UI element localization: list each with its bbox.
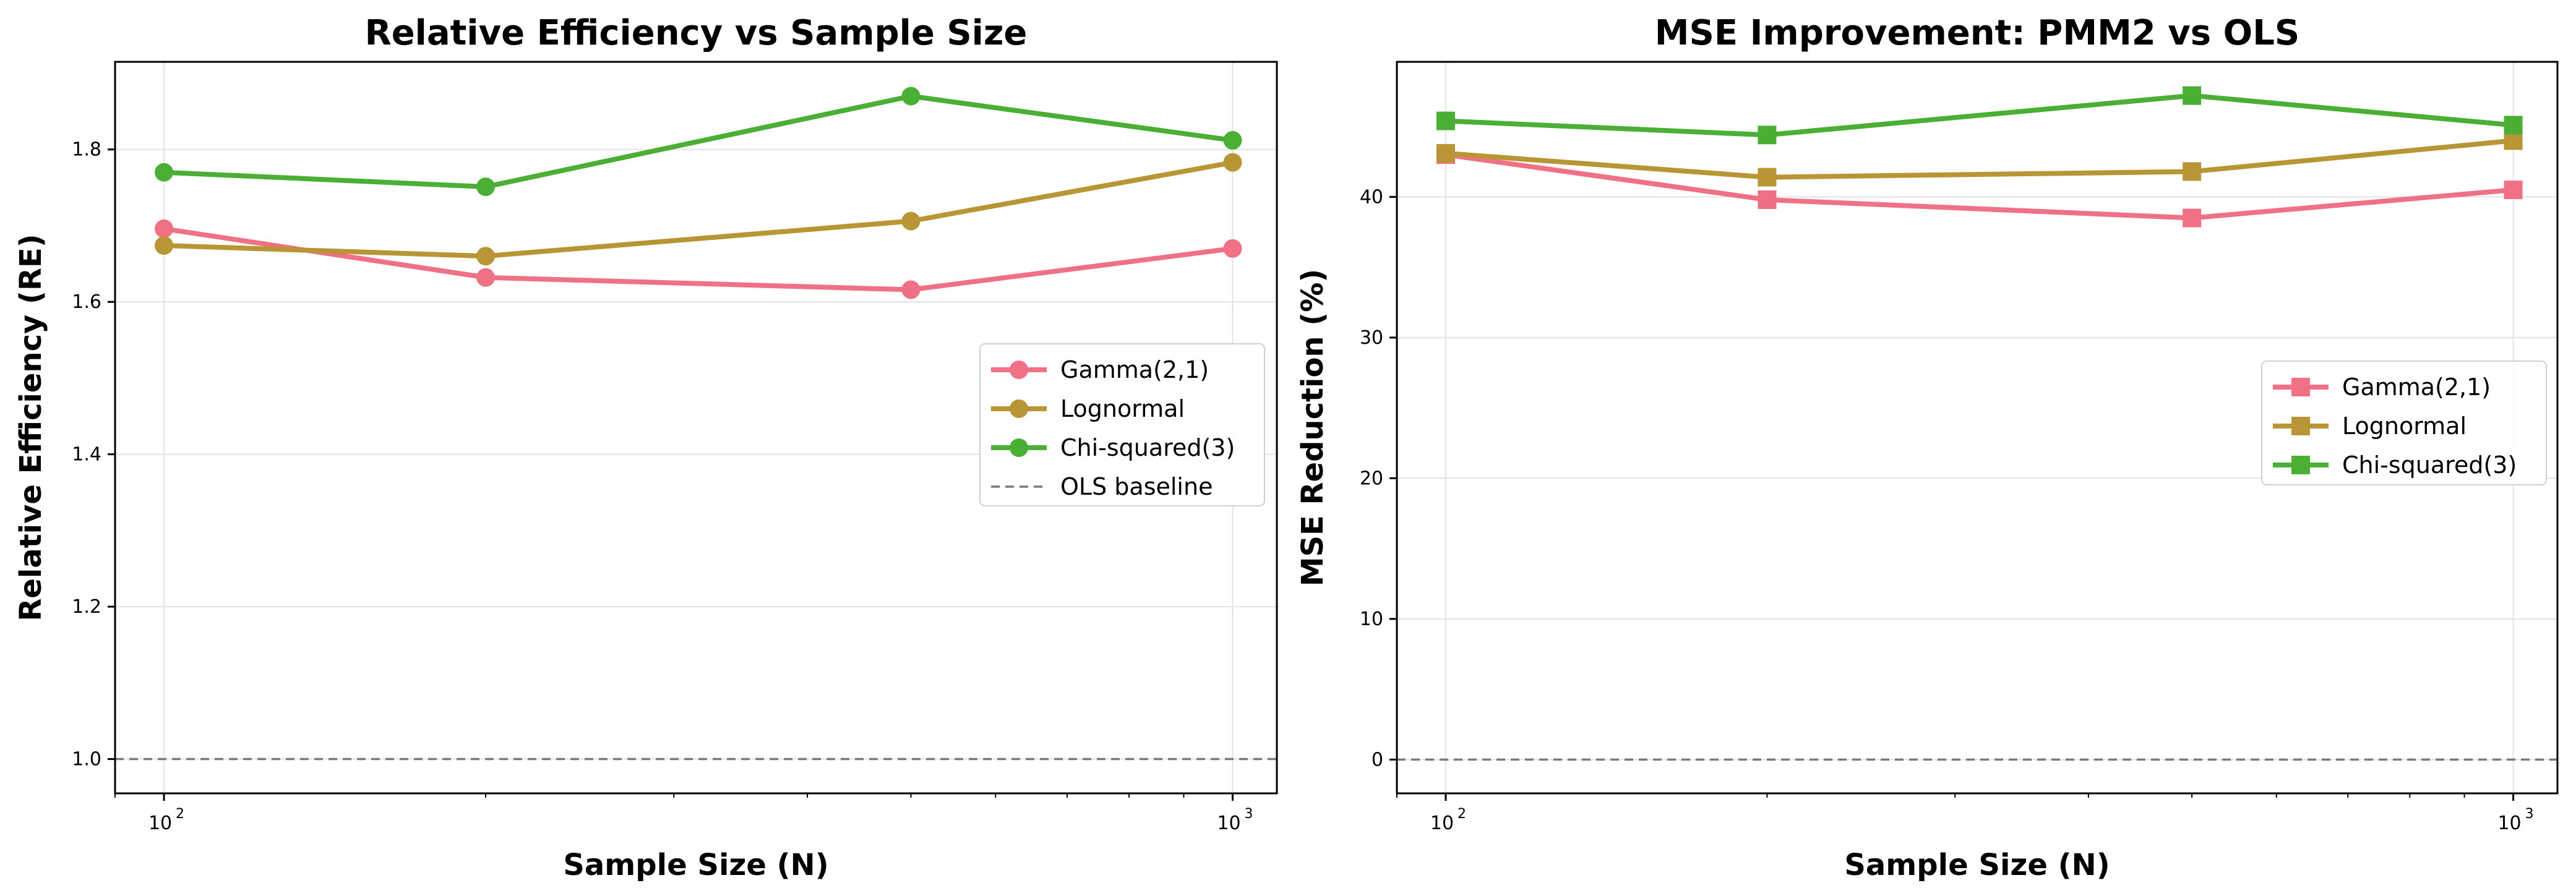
y-axis-label: MSE Reduction (%) [1295, 269, 1330, 587]
x-axis-label: Sample Size (N) [1844, 848, 2110, 882]
y-tick-label: 20 [1360, 467, 1383, 489]
legend: Gamma(2,1) Lognormal Chi-squared(3) OLS bas… [979, 343, 1265, 506]
data-point-lognormal [2504, 131, 2523, 150]
plot-frame [1396, 61, 2559, 795]
data-point-lognormal [2183, 162, 2202, 181]
data-point-chi-squared-3 [476, 177, 496, 197]
series-line-chi-squared-3 [1443, 93, 2516, 138]
data-point-chi-squared-3 [1758, 126, 1777, 145]
legend-marker-chi-squared-3 [2291, 456, 2310, 474]
x-axis-label: Sample Size (N) [563, 848, 828, 882]
legend-marker-gamma-2-1 [2291, 378, 2310, 396]
y-tick-label: 10 [1360, 608, 1383, 630]
data-point-gamma-2-1 [476, 268, 496, 287]
series-line-chi-squared-3 [161, 93, 1235, 190]
series-line-lognormal [1443, 138, 2516, 180]
data-point-lognormal [1436, 143, 1455, 163]
legend-label-gamma-2-1: Gamma(2,1) [2342, 373, 2491, 401]
legend-label-chi-squared-3: Chi-squared(3) [2342, 451, 2517, 479]
data-point-gamma-2-1 [155, 219, 174, 238]
x-tick-label: 10 [1217, 813, 1240, 834]
data-point-gamma-2-1 [901, 280, 921, 299]
x-tick-label: 10 [1430, 813, 1454, 834]
legend-marker-lognormal [1010, 399, 1028, 418]
data-point-chi-squared-3 [2183, 86, 2202, 105]
data-point-lognormal [901, 211, 921, 231]
data-point-chi-squared-3 [901, 87, 921, 106]
x-tick-label-exponent: 3 [1244, 806, 1253, 822]
legend-box [979, 343, 1265, 506]
data-point-gamma-2-1 [1223, 239, 1242, 258]
legend-label-chi-squared-3: Chi-squared(3) [1060, 434, 1235, 461]
data-point-gamma-2-1 [2183, 208, 2202, 228]
data-point-gamma-2-1 [2504, 181, 2523, 200]
chart-title: MSE Improvement: PMM2 vs OLS [1655, 13, 2299, 53]
y-tick-label: 1.8 [72, 139, 101, 161]
x-tick-label-exponent: 3 [2525, 806, 2534, 822]
legend-box [2261, 361, 2547, 485]
legend-marker-lognormal [2291, 417, 2310, 435]
y-tick-label: 40 [1360, 186, 1383, 208]
legend-label-ols-baseline: OLS baseline [1060, 473, 1213, 500]
data-point-lognormal [155, 236, 174, 255]
x-tick-label-exponent: 2 [1458, 806, 1466, 822]
series-line-gamma-2-1 [1443, 152, 2516, 221]
legend-label-lognormal: Lognormal [1060, 395, 1185, 422]
legend-marker-gamma-2-1 [1010, 361, 1028, 379]
y-tick-label: 0 [1372, 749, 1383, 770]
y-tick-label: 1.4 [72, 444, 101, 466]
legend-marker-chi-squared-3 [1010, 438, 1028, 457]
data-point-chi-squared-3 [155, 163, 174, 182]
legend-label-gamma-2-1: Gamma(2,1) [1060, 356, 1209, 383]
legend-label-lognormal: Lognormal [2342, 412, 2467, 440]
plot-frame [114, 61, 1278, 795]
data-point-chi-squared-3 [1436, 111, 1455, 130]
y-tick-label: 1.2 [72, 596, 101, 618]
data-point-lognormal [476, 247, 496, 266]
x-tick-label-exponent: 2 [176, 806, 184, 822]
y-tick-label: 30 [1360, 327, 1383, 349]
legend: Gamma(2,1) Lognormal Chi-squared(3) [2261, 361, 2547, 485]
data-point-chi-squared-3 [2504, 116, 2523, 135]
y-axis-label: Relative Efficiency (RE) [14, 234, 48, 621]
series-line-lognormal [161, 160, 1235, 259]
data-point-lognormal [1758, 168, 1777, 187]
x-tick-label: 10 [148, 813, 172, 834]
y-tick-label: 1.6 [72, 291, 101, 313]
data-point-chi-squared-3 [1223, 130, 1242, 150]
y-tick-label: 1.0 [72, 749, 101, 770]
data-point-gamma-2-1 [1758, 190, 1777, 209]
x-tick-label: 10 [2497, 813, 2521, 834]
chart-title: Relative Efficiency vs Sample Size [365, 13, 1028, 53]
data-point-lognormal [1223, 153, 1242, 172]
